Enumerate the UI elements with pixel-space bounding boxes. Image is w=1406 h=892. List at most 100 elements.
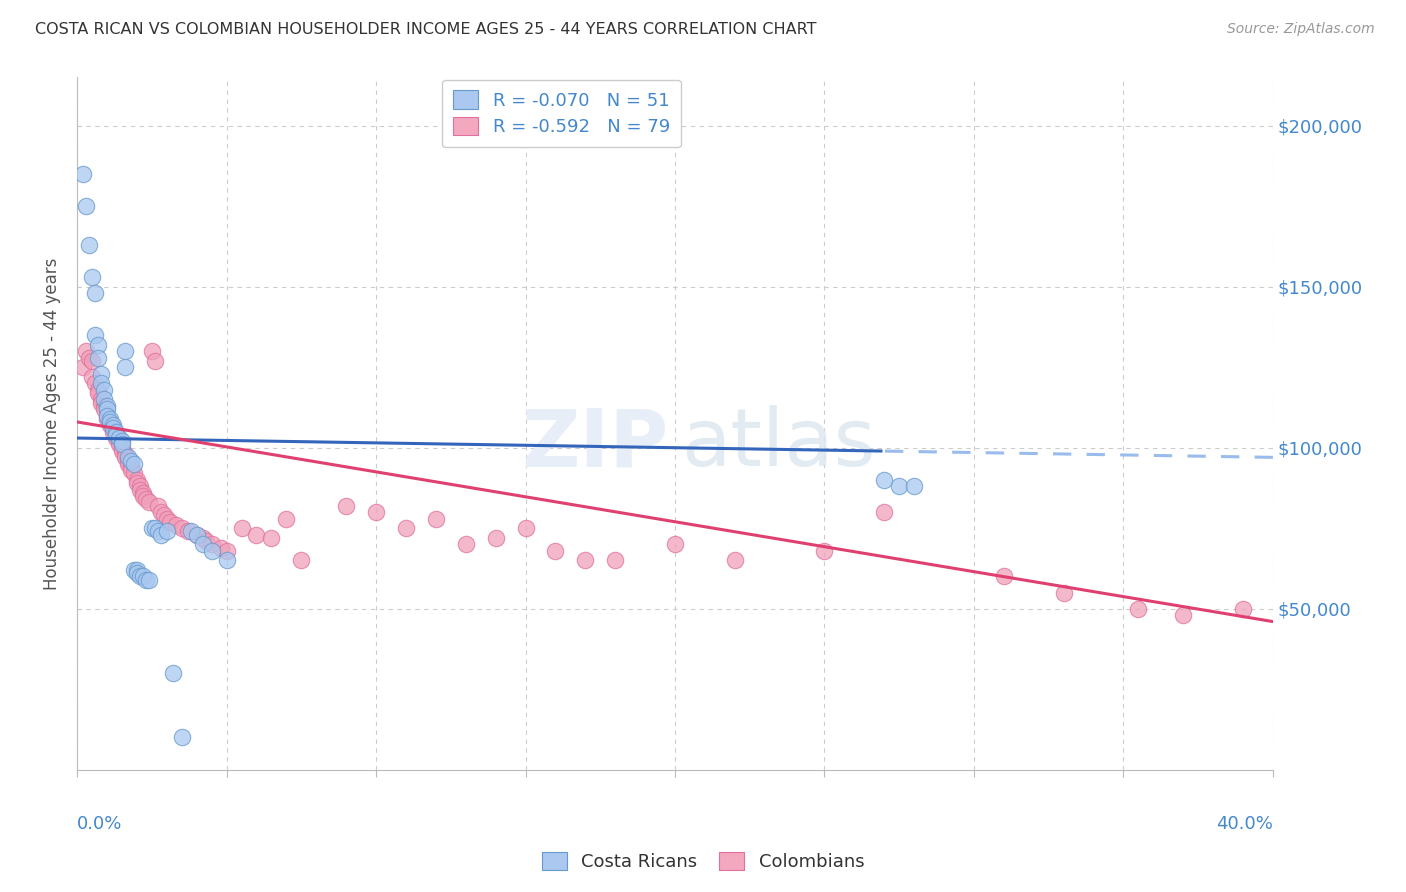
Point	[170, 731, 193, 745]
Point	[186, 527, 208, 541]
Point	[93, 399, 115, 413]
Point	[108, 434, 131, 449]
Point	[1173, 608, 1195, 623]
Point	[146, 499, 169, 513]
Point	[98, 415, 121, 429]
Point	[186, 527, 208, 541]
Point	[90, 376, 112, 391]
Y-axis label: Householder Income Ages 25 - 44 years: Householder Income Ages 25 - 44 years	[44, 258, 60, 590]
Point	[114, 344, 136, 359]
Point	[114, 360, 136, 375]
Point	[454, 537, 477, 551]
Point	[122, 563, 145, 577]
Point	[180, 524, 202, 539]
Point	[117, 450, 139, 465]
Point	[170, 521, 193, 535]
Text: atlas: atlas	[681, 405, 876, 483]
Point	[201, 543, 224, 558]
Point	[1232, 601, 1254, 615]
Point	[117, 457, 139, 471]
Point	[276, 511, 298, 525]
Point	[90, 367, 112, 381]
Point	[128, 479, 150, 493]
Point	[111, 444, 134, 458]
Point	[138, 495, 160, 509]
Legend: Costa Ricans, Colombians: Costa Ricans, Colombians	[534, 845, 872, 879]
Point	[80, 270, 103, 285]
Point	[128, 569, 150, 583]
Point	[101, 421, 124, 435]
Point	[260, 531, 283, 545]
Point	[149, 505, 172, 519]
Point	[128, 483, 150, 497]
Point	[108, 431, 131, 445]
Point	[87, 386, 110, 401]
Point	[177, 524, 200, 539]
Point	[108, 437, 131, 451]
Point	[93, 383, 115, 397]
Point	[120, 460, 142, 475]
Point	[120, 453, 142, 467]
Point	[72, 167, 94, 181]
Point	[132, 569, 155, 583]
Point	[215, 553, 238, 567]
Point	[201, 537, 224, 551]
Point	[96, 409, 118, 423]
Text: COSTA RICAN VS COLOMBIAN HOUSEHOLDER INCOME AGES 25 - 44 YEARS CORRELATION CHART: COSTA RICAN VS COLOMBIAN HOUSEHOLDER INC…	[35, 22, 817, 37]
Point	[114, 447, 136, 461]
Point	[156, 524, 179, 539]
Point	[146, 524, 169, 539]
Point	[813, 543, 835, 558]
Point	[101, 421, 124, 435]
Point	[125, 563, 148, 577]
Point	[215, 543, 238, 558]
Point	[122, 467, 145, 481]
Point	[125, 473, 148, 487]
Point	[101, 418, 124, 433]
Point	[574, 553, 596, 567]
Point	[120, 463, 142, 477]
Point	[93, 402, 115, 417]
Point	[605, 553, 627, 567]
Point	[138, 573, 160, 587]
Point	[395, 521, 418, 535]
Point	[84, 376, 107, 391]
Point	[873, 505, 896, 519]
Point	[143, 353, 166, 368]
Point	[96, 409, 118, 423]
Point	[485, 531, 508, 545]
Point	[889, 479, 911, 493]
Point	[724, 553, 747, 567]
Point	[125, 566, 148, 581]
Point	[77, 238, 100, 252]
Text: ZIP: ZIP	[522, 405, 669, 483]
Point	[104, 427, 127, 442]
Point	[84, 286, 107, 301]
Point	[165, 518, 187, 533]
Point	[98, 415, 121, 429]
Point	[96, 402, 118, 417]
Point	[152, 508, 174, 523]
Point	[425, 511, 447, 525]
Point	[132, 489, 155, 503]
Point	[132, 485, 155, 500]
Point	[75, 344, 97, 359]
Point	[156, 511, 179, 525]
Point	[72, 360, 94, 375]
Point	[98, 411, 121, 425]
Point	[135, 573, 157, 587]
Point	[98, 418, 121, 433]
Point	[77, 351, 100, 365]
Point	[544, 543, 567, 558]
Point	[117, 453, 139, 467]
Legend: R = -0.070   N = 51, R = -0.592   N = 79: R = -0.070 N = 51, R = -0.592 N = 79	[441, 79, 681, 147]
Point	[87, 383, 110, 397]
Point	[111, 434, 134, 449]
Point	[125, 476, 148, 491]
Point	[141, 521, 163, 535]
Point	[664, 537, 686, 551]
Point	[111, 441, 134, 455]
Point	[143, 521, 166, 535]
Point	[90, 395, 112, 409]
Point	[191, 531, 214, 545]
